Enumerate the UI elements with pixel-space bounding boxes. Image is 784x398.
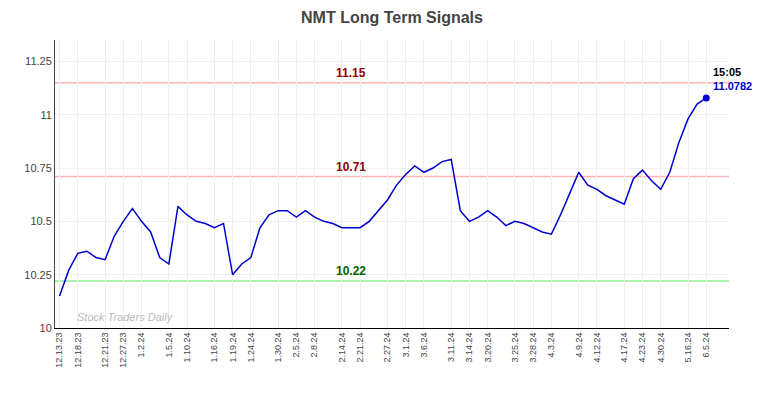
svg-text:12.21.23: 12.21.23 bbox=[100, 333, 110, 368]
svg-text:4.23.24: 4.23.24 bbox=[637, 333, 647, 363]
svg-text:10.25: 10.25 bbox=[24, 269, 52, 281]
svg-text:12.13.23: 12.13.23 bbox=[54, 333, 64, 368]
svg-text:2.5.24: 2.5.24 bbox=[291, 333, 301, 358]
svg-text:11.0782: 11.0782 bbox=[713, 80, 752, 92]
svg-text:3.25.24: 3.25.24 bbox=[510, 333, 520, 363]
svg-text:2.8.24: 2.8.24 bbox=[310, 333, 320, 358]
svg-text:15:05: 15:05 bbox=[713, 66, 741, 78]
svg-text:4.17.24: 4.17.24 bbox=[619, 333, 629, 363]
svg-text:Stock Traders Daily: Stock Traders Daily bbox=[77, 311, 174, 323]
svg-text:12.27.23: 12.27.23 bbox=[118, 333, 128, 368]
svg-text:10.22: 10.22 bbox=[336, 264, 366, 278]
svg-text:10.5: 10.5 bbox=[30, 215, 51, 227]
svg-text:1.24.24: 1.24.24 bbox=[246, 333, 256, 363]
svg-text:6.5.24: 6.5.24 bbox=[701, 333, 711, 358]
svg-text:10.75: 10.75 bbox=[24, 162, 52, 174]
svg-text:NMT Long Term Signals: NMT Long Term Signals bbox=[301, 9, 483, 26]
svg-text:4.9.24: 4.9.24 bbox=[574, 333, 584, 358]
svg-text:10: 10 bbox=[40, 322, 52, 334]
svg-text:1.16.24: 1.16.24 bbox=[209, 333, 219, 363]
svg-text:12.18.23: 12.18.23 bbox=[73, 333, 83, 368]
svg-text:1.2.24: 1.2.24 bbox=[136, 333, 146, 358]
svg-text:3.14.24: 3.14.24 bbox=[464, 333, 474, 363]
svg-text:1.30.24: 1.30.24 bbox=[273, 333, 283, 363]
svg-text:3.11.24: 3.11.24 bbox=[446, 333, 456, 362]
svg-text:2.27.24: 2.27.24 bbox=[382, 333, 392, 363]
svg-text:1.19.24: 1.19.24 bbox=[228, 333, 238, 363]
svg-text:3.1.24: 3.1.24 bbox=[401, 333, 411, 358]
svg-text:11.15: 11.15 bbox=[336, 66, 366, 80]
svg-text:2.14.24: 2.14.24 bbox=[337, 333, 347, 363]
svg-text:1.10.24: 1.10.24 bbox=[182, 333, 192, 363]
svg-text:10.71: 10.71 bbox=[336, 160, 366, 174]
svg-text:4.30.24: 4.30.24 bbox=[656, 333, 666, 363]
svg-text:3.6.24: 3.6.24 bbox=[419, 333, 429, 358]
svg-text:1.5.24: 1.5.24 bbox=[164, 333, 174, 358]
svg-text:4.12.24: 4.12.24 bbox=[592, 333, 602, 363]
svg-text:11: 11 bbox=[40, 109, 51, 121]
svg-text:5.16.24: 5.16.24 bbox=[683, 333, 693, 363]
svg-text:4.3.24: 4.3.24 bbox=[546, 333, 556, 358]
svg-text:2.21.24: 2.21.24 bbox=[355, 333, 365, 363]
svg-text:3.28.24: 3.28.24 bbox=[528, 333, 538, 363]
svg-text:11.25: 11.25 bbox=[25, 55, 52, 67]
svg-text:3.20.24: 3.20.24 bbox=[483, 333, 493, 363]
